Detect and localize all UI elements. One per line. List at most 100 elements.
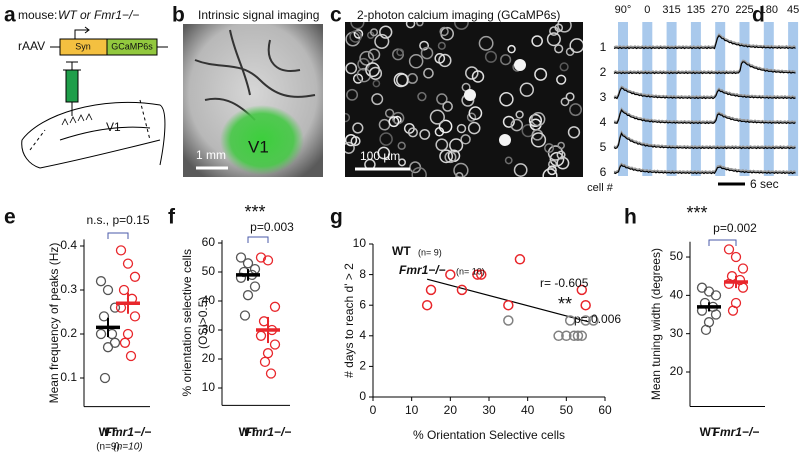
trace	[613, 85, 796, 99]
cell-body	[507, 44, 516, 54]
cell-body	[423, 67, 434, 79]
cell-body	[460, 134, 471, 145]
panel-letter: d	[752, 4, 765, 27]
scale-label: 1 mm	[196, 148, 226, 162]
x-tick-label: 60	[598, 403, 612, 417]
stimulus-bar	[715, 22, 726, 176]
data-point	[710, 290, 722, 301]
cell-body	[554, 23, 564, 33]
mouse-label: mouse:	[18, 8, 57, 22]
cell-body	[367, 48, 381, 61]
panel-c: 2-photon calcium imaging (GCaMP6s) 100 µ…	[345, 8, 583, 177]
y-tick-label: 8	[359, 267, 366, 281]
cell-body	[559, 62, 569, 72]
x-tick-label: 40	[521, 403, 535, 417]
data-point	[119, 337, 131, 348]
cell-body	[353, 29, 364, 39]
x-tick-label: WT	[99, 425, 118, 439]
cell-body	[419, 40, 430, 51]
cell-body	[548, 159, 558, 169]
stimulus-bar	[739, 22, 750, 176]
cell-bodies	[345, 22, 583, 177]
cell-body	[407, 127, 418, 138]
data-point	[568, 330, 580, 342]
panel-title: 2-photon calcium imaging (GCaMP6s)	[357, 8, 560, 22]
data-point	[95, 328, 107, 340]
panel-title: Intrinsic signal imaging	[198, 8, 319, 22]
cell-body	[530, 132, 547, 148]
cell-body	[388, 116, 400, 128]
cell-body	[510, 118, 524, 132]
data-point	[572, 330, 584, 342]
data-point	[576, 330, 588, 342]
trace	[613, 61, 796, 75]
cell-body	[439, 26, 449, 37]
panel-letter: e	[4, 206, 16, 229]
data-point	[472, 269, 483, 280]
data-point	[737, 263, 749, 274]
cell-body	[438, 53, 452, 68]
direction-label: 0	[644, 4, 650, 16]
cell-body	[345, 112, 351, 123]
data-point	[249, 281, 261, 292]
x-tick-label: 20	[444, 403, 458, 417]
trace	[613, 162, 796, 173]
stimulus-bar	[618, 22, 628, 176]
cell-number: 6	[600, 165, 607, 179]
cell-body	[397, 141, 406, 150]
data-point	[265, 368, 277, 379]
data-point	[514, 254, 526, 265]
cell-body	[438, 119, 453, 134]
x-tick-label: 30	[482, 403, 496, 417]
x-tick-label: Fmr1−/−	[713, 425, 760, 439]
category-note: (n=10)	[113, 442, 142, 453]
cell-number: 4	[600, 115, 607, 129]
syringe	[65, 69, 79, 103]
panel-letter: b	[172, 4, 185, 27]
bright-cell	[499, 134, 511, 146]
data-point	[122, 328, 134, 340]
x-tick-label: Fmr1−/−	[245, 425, 292, 439]
cell-body	[437, 41, 446, 50]
cell-body	[346, 88, 359, 101]
gene-box	[106, 38, 158, 56]
y-tick-label: 50	[202, 264, 216, 278]
cell-body	[350, 136, 361, 147]
cell-body	[542, 168, 558, 177]
x-tick-label: 50	[560, 403, 574, 417]
cell-body	[345, 62, 358, 75]
cell-body	[429, 109, 445, 125]
v1-boundary	[29, 99, 151, 151]
direction-label: 315	[662, 4, 680, 16]
cell-body	[478, 35, 494, 51]
cell-body	[436, 93, 448, 105]
data-point	[723, 244, 735, 255]
promoter-arrow	[74, 26, 90, 39]
vessels	[194, 29, 316, 121]
direction-label: 180	[760, 4, 778, 16]
cell-body	[565, 92, 575, 102]
cell-body	[411, 167, 427, 177]
data-point	[723, 278, 735, 290]
x-tick-label: WT	[239, 425, 258, 439]
data-point	[737, 282, 749, 293]
panel-letter: h	[624, 206, 637, 229]
bright-cell	[464, 89, 476, 101]
y-axis-label: Mean tuning width (degrees)	[649, 248, 663, 400]
data-point	[269, 339, 281, 350]
data-point	[255, 330, 267, 341]
cell-body	[500, 54, 512, 66]
trace	[613, 109, 796, 125]
cell-number: 1	[600, 40, 607, 54]
data-point	[710, 309, 722, 320]
cell-body	[449, 138, 464, 153]
y-tick-label: 40	[670, 288, 684, 302]
cell-body	[454, 22, 469, 30]
cell-body	[556, 150, 566, 160]
y-tick-label: 0.4	[60, 238, 77, 252]
cell-body	[408, 53, 424, 69]
cell-body	[531, 35, 543, 47]
cell-body	[556, 156, 570, 170]
